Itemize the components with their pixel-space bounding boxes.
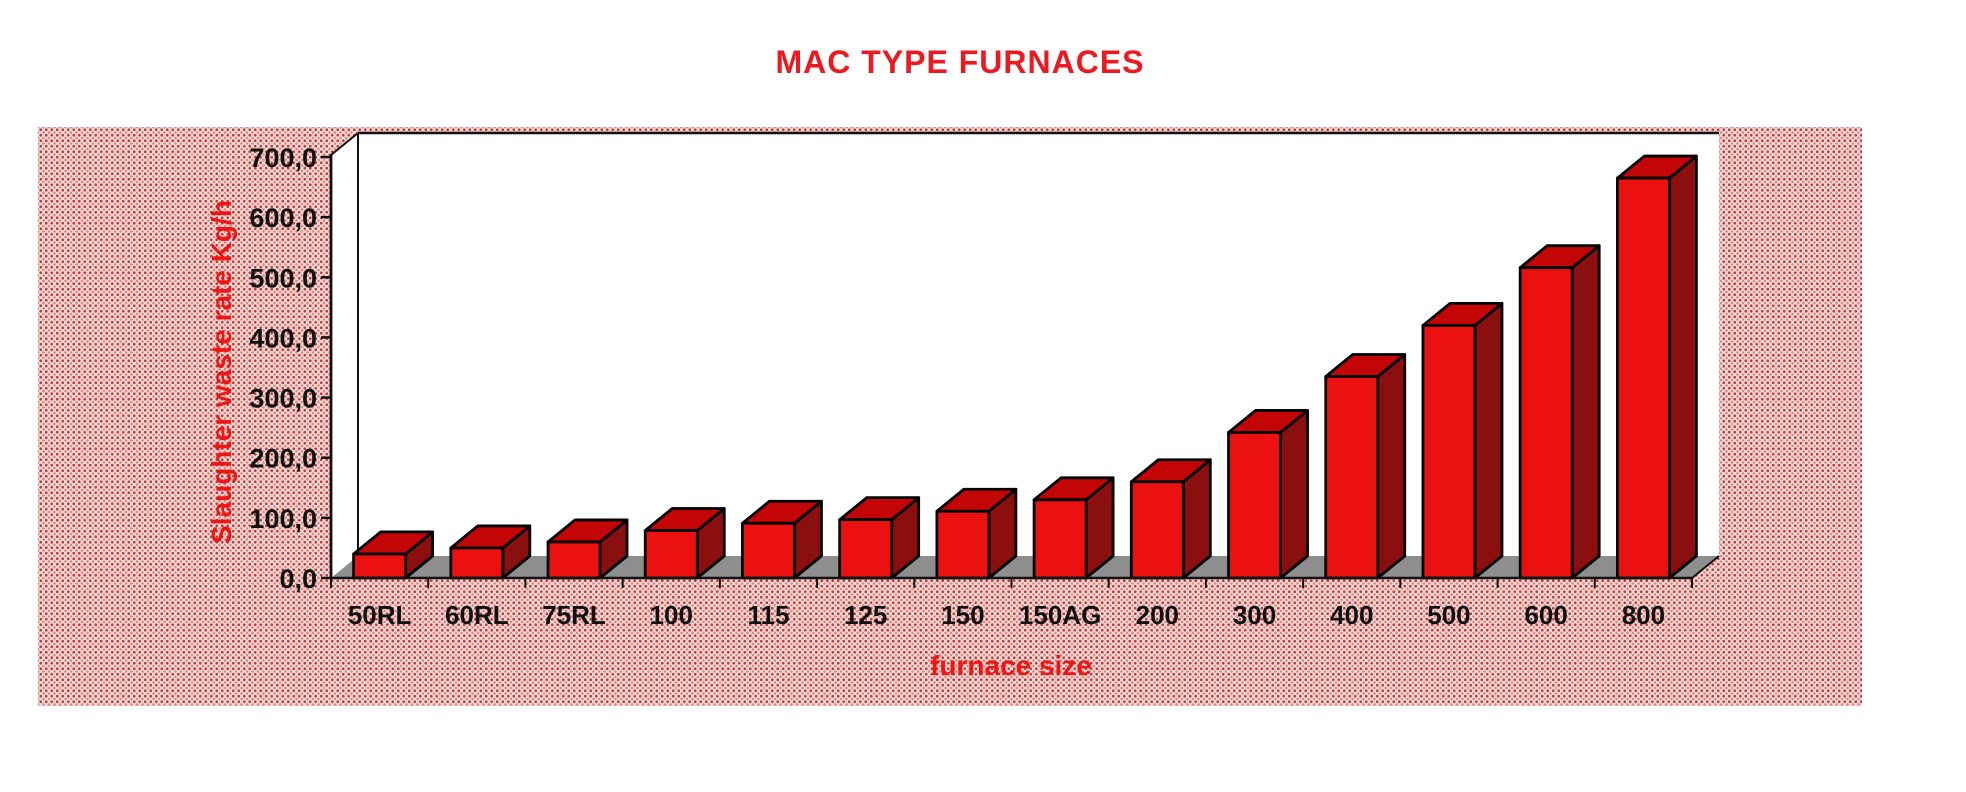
floor-right-depth-edge xyxy=(1691,555,1720,579)
x-tick-label: 200 xyxy=(1136,600,1179,630)
bar-front-face xyxy=(1615,176,1671,580)
x-tick-label: 400 xyxy=(1330,600,1373,630)
chart-title: MAC TYPE FURNACES xyxy=(775,44,1145,80)
y-tick-label: 400,0 xyxy=(249,323,317,353)
x-tick-label: 150 xyxy=(941,600,984,630)
y-tick-label: 0,0 xyxy=(279,564,317,594)
y-tick-label: 300,0 xyxy=(249,384,317,414)
y-axis-title: Slaughter waste rate Kg/h xyxy=(206,200,237,544)
bar-front-face xyxy=(546,540,602,580)
y-tick-label: 600,0 xyxy=(249,203,317,233)
bar-side-face xyxy=(1667,154,1698,580)
x-tick-label: 150AG xyxy=(1019,600,1101,630)
bar-150 xyxy=(935,487,1018,580)
bar-300 xyxy=(1227,409,1309,580)
bar-800 xyxy=(1615,154,1698,580)
bar-front-face xyxy=(1518,266,1574,580)
y-tick-label: 700,0 xyxy=(249,143,317,173)
y-tick-label: 500,0 xyxy=(249,263,317,293)
bar-front-face xyxy=(643,529,699,580)
bar-60RL xyxy=(449,524,532,580)
bar-front-face xyxy=(1129,480,1185,580)
top-left-depth-edge xyxy=(330,132,359,156)
y-tick-label: 100,0 xyxy=(249,504,317,534)
x-tick-label: 500 xyxy=(1427,600,1470,630)
bar-600 xyxy=(1518,244,1601,580)
bar-front-face xyxy=(1227,431,1282,580)
bar-side-face xyxy=(1473,301,1504,580)
bar-front-face xyxy=(935,509,991,580)
x-tick-label: 60RL xyxy=(445,600,509,630)
x-tick-label: 115 xyxy=(747,600,789,630)
bar-front-face xyxy=(741,521,796,580)
x-tick-label: 100 xyxy=(650,600,693,630)
bar-150AG xyxy=(1032,476,1115,580)
bar-front-face xyxy=(838,518,894,580)
bar-side-face xyxy=(1376,353,1407,580)
bar-200 xyxy=(1129,458,1212,580)
bar-front-face xyxy=(1324,375,1380,580)
bar-front-face xyxy=(1421,323,1477,580)
y-tick-label: 200,0 xyxy=(249,444,317,474)
bar-75RL xyxy=(546,518,629,580)
floor xyxy=(331,556,1719,578)
bar-115 xyxy=(741,499,823,580)
x-tick-label: 300 xyxy=(1233,600,1276,630)
x-tick-label: 800 xyxy=(1622,600,1665,630)
x-tick-label: 600 xyxy=(1524,600,1567,630)
bar-front-face xyxy=(1032,498,1088,580)
bar-front-face xyxy=(449,546,505,580)
bar-front-face xyxy=(352,552,408,580)
bar-125 xyxy=(838,496,921,580)
bar-side-face xyxy=(1279,409,1309,580)
bar-500 xyxy=(1421,301,1504,580)
x-axis-title: furnace size xyxy=(930,650,1092,681)
bar-400 xyxy=(1324,353,1407,580)
bar-side-face xyxy=(1570,244,1601,580)
x-tick-label: 50RL xyxy=(348,600,412,630)
x-tick-label: 75RL xyxy=(542,600,606,630)
plot-area xyxy=(331,133,1719,578)
bar-100 xyxy=(643,507,726,580)
x-tick-label: 125 xyxy=(844,600,887,630)
